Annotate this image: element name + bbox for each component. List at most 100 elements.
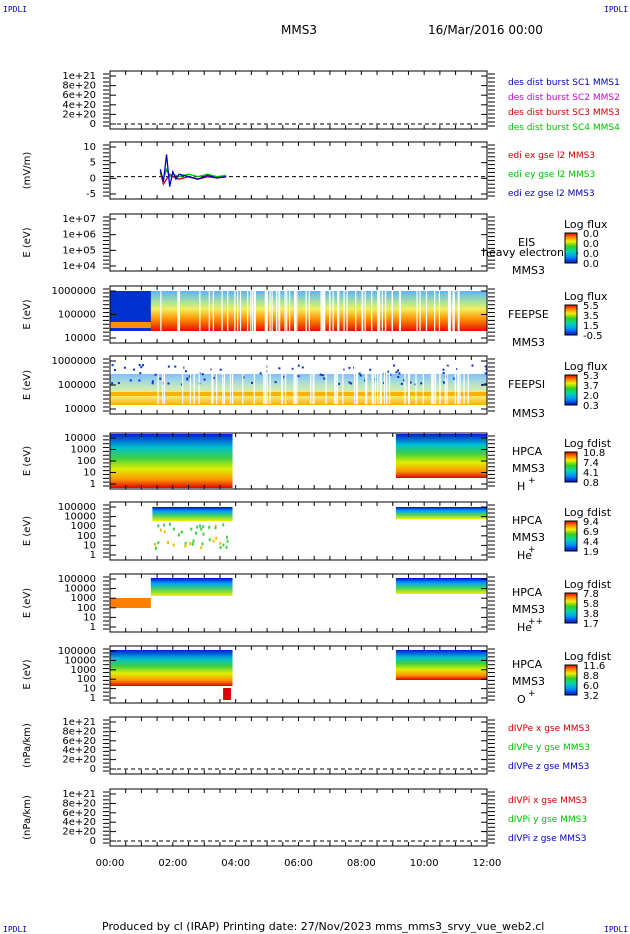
hpca-he-speckle [222,543,225,547]
feepsi-gap [229,366,232,404]
hpca-he-speckle [208,538,211,542]
hpca-he-speckle [214,524,217,528]
feepsi-gap [231,366,234,404]
panel-frame [109,788,488,847]
y-tick-label: 1000 [71,665,96,676]
hpca-he-speckle [215,536,218,540]
y-tick-label: 100000 [58,574,96,585]
feepsi-gap [284,366,287,404]
y-tick-label: 10000 [64,333,96,344]
hpca-hepp-block-1 [150,578,233,596]
feepsi-speckle [358,372,361,375]
y-tick-label: 8e+20 [62,726,96,737]
hpca-hepp-early [110,598,151,608]
feepsi-speckle [203,378,206,381]
panel-note: heavy electron to [482,246,579,259]
species-label: H [517,480,525,493]
y-axis-label: (mV/m) [22,152,33,190]
hpca-he-speckle [167,540,170,544]
y-tick-label: 10000 [64,584,96,595]
feepsi-gap [223,366,225,404]
y-axis-label: E (eV) [22,227,33,257]
feepse-gap [305,291,307,331]
feepsi-gap [310,366,312,404]
colorbar-tick-label: 8.8 [583,671,599,682]
feepsi-gap [266,366,268,404]
y-tick-label: 10 [83,540,96,551]
hpca-he-speckle [226,539,229,543]
y-tick-label: 10 [83,142,96,153]
feepse-gap [199,291,201,331]
y-tick-label: 2e+20 [62,109,96,120]
feepsi-speckle [484,365,487,368]
feepsi-speckle [369,368,372,371]
y-tick-label: 1000000 [51,356,96,367]
feepsi-gap [383,366,386,404]
hpca-he-speckle [172,527,175,531]
colorbar-tick-label: 11.6 [583,661,605,672]
feepsi-speckle [446,364,449,367]
feepsi-gap [157,366,159,404]
species-label: O [517,693,526,706]
colorbar-title: Log flux [564,218,608,231]
legend-entry: edi ex gse l2 MMS3 [508,151,595,161]
feepsi-low-band [110,392,487,396]
feepsi-gap [374,366,376,404]
feepse-gap [343,291,345,331]
colorbar-tick-label: 3.8 [583,609,599,620]
feepsi-speckle [456,367,459,370]
feepsi-gap [389,366,391,404]
hpca-he-speckle [157,541,160,545]
x-tick-label: 02:00 [158,858,187,869]
feepse-gap [361,291,363,331]
y-tick-label: 100000 [58,646,96,657]
feepsi-gap [163,366,166,404]
y-tick-label: 6e+20 [62,808,96,819]
feepse-gap [212,291,214,331]
y-tick-label: 100 [77,531,96,542]
feepse-gap [434,291,436,331]
feepsi-gap [439,366,441,404]
hpca-he-speckle [225,545,228,549]
legend-entry: dIVPe y gse MMS3 [508,743,590,753]
series-line [159,171,227,186]
y-tick-label: 2e+20 [62,755,96,766]
feepse-gap [308,291,310,331]
y-axis-label: E (eV) [22,446,33,476]
panel-p4: 1000000 100000 10000 E (eV) FEEPSE MMS3 Log fl… [22,285,608,349]
hpca-he-speckle [219,541,222,545]
footer-text: Produced by cl (IRAP) Printing date: 27/… [102,920,544,933]
feepsi-gap [372,366,375,404]
colorbar [564,520,578,552]
feepsi-speckle [278,367,281,370]
feepse-gap [265,291,267,331]
feepse-gap [177,291,179,331]
x-tick-label: 04:00 [221,858,250,869]
y-tick-label: 4e+20 [62,817,96,828]
feepsi-speckle [387,370,390,373]
feepsi-gap [312,366,314,404]
feepse-gap [338,291,340,331]
time-axis: 00:00 02:00 04:00 06:00 08:00 10:00 12:00 [96,858,502,869]
colorbar [564,451,578,483]
hpca-he-speckle [214,526,217,530]
feepsi-speckle [180,383,183,386]
panel-frame [109,213,488,272]
species-charge: + [528,545,536,555]
feepsi-gap [434,366,436,404]
feepse-gap [275,291,278,331]
feepsi-speckle [442,371,445,374]
feepsi-gap [386,366,388,404]
colorbar-tick-label: 7.8 [583,589,599,600]
y-axis-label: E (eV) [22,370,33,400]
feepsi-speckle [400,382,403,385]
x-tick-label: 00:00 [96,858,125,869]
feepsi-speckle [117,382,120,385]
panel-frame [109,70,488,130]
feepse-gap [419,291,421,331]
y-tick-label: 0 [90,764,96,775]
mission-title: MMS3 [281,23,317,37]
